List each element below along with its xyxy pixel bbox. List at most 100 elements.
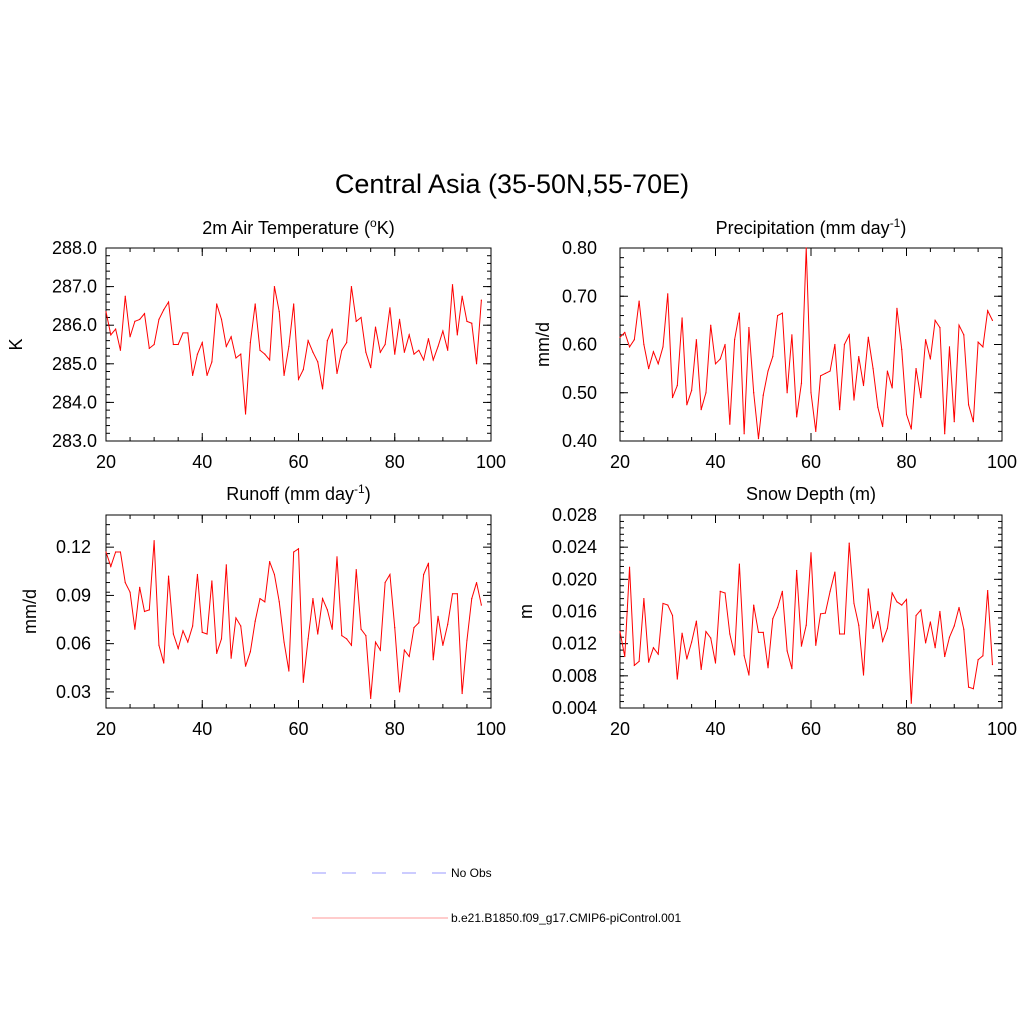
data-point	[643, 598, 645, 600]
data-point	[901, 348, 903, 350]
data-point	[230, 657, 232, 659]
data-point	[230, 336, 232, 338]
data-point	[259, 349, 261, 351]
data-point	[211, 361, 213, 363]
data-point	[805, 624, 807, 626]
data-point	[934, 319, 936, 321]
y-tick-label: 285.0	[52, 354, 97, 374]
data-point	[843, 343, 846, 346]
data-point	[853, 399, 855, 401]
y-tick-label: 283.0	[52, 431, 97, 451]
data-point	[192, 625, 194, 627]
data-point	[235, 357, 237, 359]
chart-panel-1: 2m Air Temperature (oK) K 20 40 60 80 100 283.0…	[6, 216, 506, 472]
data-point	[480, 299, 482, 301]
panel-title: Runoff (mm day-1)	[226, 482, 370, 504]
data-point	[119, 551, 122, 553]
data-point	[182, 630, 184, 632]
data-point	[905, 413, 908, 416]
data-point	[317, 633, 319, 635]
y-tick-label: 0.020	[552, 569, 597, 589]
data-point	[153, 343, 155, 346]
data-point	[374, 641, 377, 643]
data-point	[772, 355, 774, 358]
data-point	[776, 314, 779, 317]
chart-panel-3: Runoff (mm day-1) mm/d 20 40 60 80 100 0.03 0.06…	[20, 482, 506, 739]
data-point	[206, 633, 208, 635]
data-point	[724, 343, 726, 346]
data-point	[810, 552, 812, 554]
data-point	[471, 322, 473, 324]
data-point	[619, 631, 621, 633]
data-point	[177, 647, 179, 650]
data-point	[172, 343, 174, 346]
data-point	[724, 592, 726, 594]
data-point	[944, 655, 946, 658]
data-point	[475, 581, 478, 584]
data-point	[834, 343, 836, 346]
chart-panel-2: Precipitation (mm day-1) mm/d 20 40 60 80 100 0…	[533, 216, 1017, 472]
data-point	[929, 358, 931, 360]
data-point	[891, 387, 893, 389]
data-point	[427, 338, 430, 340]
data-point	[781, 312, 783, 314]
data-point	[355, 320, 357, 322]
data-point	[920, 609, 922, 611]
chart-panel-4: Snow Depth (m) m 20 40 60 80 100 0.004 0.008 0.01…	[516, 484, 1017, 739]
data-point	[882, 425, 884, 428]
panel-title: Snow Depth (m)	[746, 484, 876, 504]
x-tick-label: 40	[705, 452, 725, 472]
data-point	[244, 665, 247, 667]
data-point	[143, 610, 146, 613]
data-point	[767, 370, 769, 372]
data-point	[317, 361, 319, 363]
data-point	[355, 569, 357, 571]
data-point	[302, 681, 304, 683]
data-point	[336, 556, 338, 558]
data-point	[652, 647, 655, 649]
data-point	[619, 336, 621, 338]
data-point	[216, 652, 218, 654]
data-point	[624, 331, 626, 334]
data-point	[249, 651, 251, 653]
y-tick-label: 0.008	[552, 666, 597, 686]
data-point	[991, 319, 994, 321]
data-point	[158, 644, 160, 646]
data-point	[148, 609, 150, 611]
x-tick-label: 20	[610, 452, 630, 472]
data-point	[791, 334, 793, 336]
data-point	[877, 406, 879, 408]
data-point	[350, 286, 353, 288]
data-point	[365, 635, 367, 637]
panel-title: Precipitation (mm day-1)	[716, 216, 907, 238]
data-point	[480, 604, 482, 606]
data-point	[734, 339, 736, 341]
data-point	[240, 625, 242, 627]
data-point	[734, 654, 736, 656]
data-point	[901, 604, 903, 606]
data-point	[628, 346, 631, 348]
data-point	[326, 609, 328, 611]
data-point	[691, 389, 693, 391]
data-point	[220, 638, 223, 640]
data-point	[896, 601, 898, 603]
data-point	[398, 691, 401, 693]
data-point	[225, 345, 227, 348]
data-point	[872, 368, 874, 370]
data-point	[326, 340, 328, 342]
data-point	[786, 650, 788, 652]
data-point	[925, 339, 927, 341]
y-tick-label: 284.0	[52, 392, 97, 412]
data-point	[374, 326, 377, 328]
data-point	[915, 368, 917, 370]
y-tick-label: 0.50	[562, 383, 597, 403]
data-point	[110, 565, 112, 568]
data-point	[796, 569, 798, 572]
data-point	[939, 610, 941, 613]
data-point	[134, 628, 136, 630]
data-point	[714, 662, 717, 664]
data-point	[254, 303, 256, 305]
data-point	[738, 563, 740, 565]
data-point	[729, 633, 731, 635]
data-point	[389, 573, 391, 576]
